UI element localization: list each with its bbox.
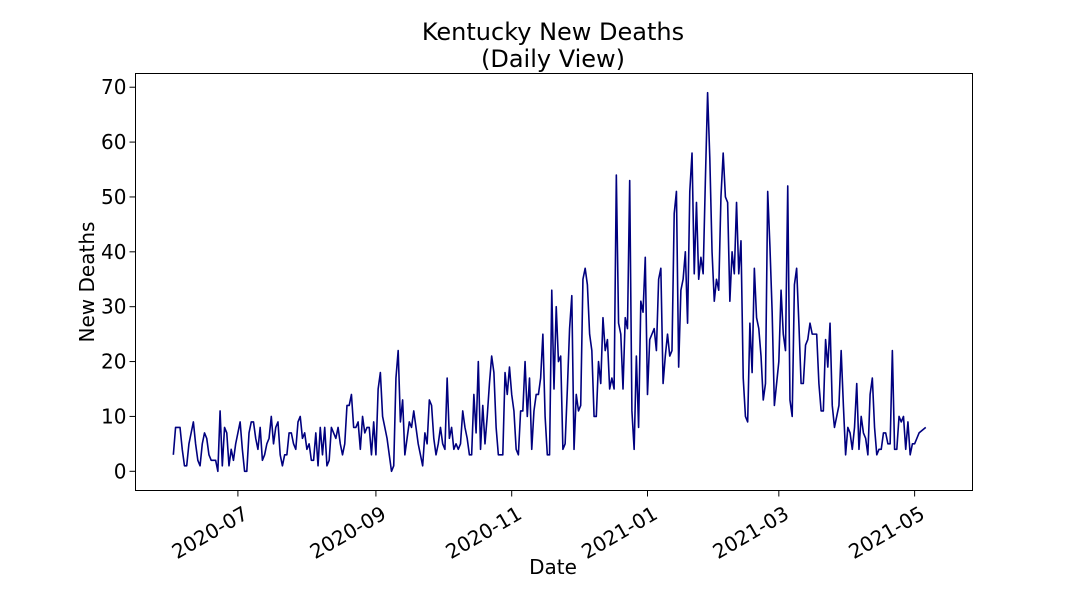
chart-title: Kentucky New Deaths — [422, 18, 684, 46]
y-axis: 0 10 20 30 40 50 60 70 — [101, 75, 136, 483]
x-tick-label: 2020-11 — [441, 501, 525, 564]
x-axis: 2020-07 2020-09 2020-11 2021-01 2021-03 2021-… — [168, 490, 929, 564]
x-tick-label: 2021-05 — [844, 501, 928, 564]
y-tick-label: 40 — [101, 240, 126, 264]
y-tick-label: 10 — [101, 404, 126, 428]
plot-frame — [135, 73, 973, 491]
y-tick-label: 50 — [101, 185, 126, 209]
y-tick-label: 60 — [101, 130, 126, 154]
x-axis-label: Date — [529, 555, 577, 579]
series-group — [172, 91, 927, 473]
x-tick-label: 2021-03 — [709, 501, 793, 564]
y-tick-label: 70 — [101, 75, 126, 99]
x-tick-label: 2020-09 — [306, 501, 390, 564]
y-tick-label: 0 — [114, 459, 127, 483]
y-tick-label: 30 — [101, 295, 126, 319]
x-tick-label: 2020-07 — [168, 501, 252, 564]
x-tick-label: 2021-01 — [577, 501, 661, 564]
y-axis-label: New Deaths — [75, 222, 99, 343]
y-tick-label: 20 — [101, 350, 126, 374]
chart-subtitle: (Daily View) — [481, 45, 625, 73]
series-line — [172, 91, 927, 473]
